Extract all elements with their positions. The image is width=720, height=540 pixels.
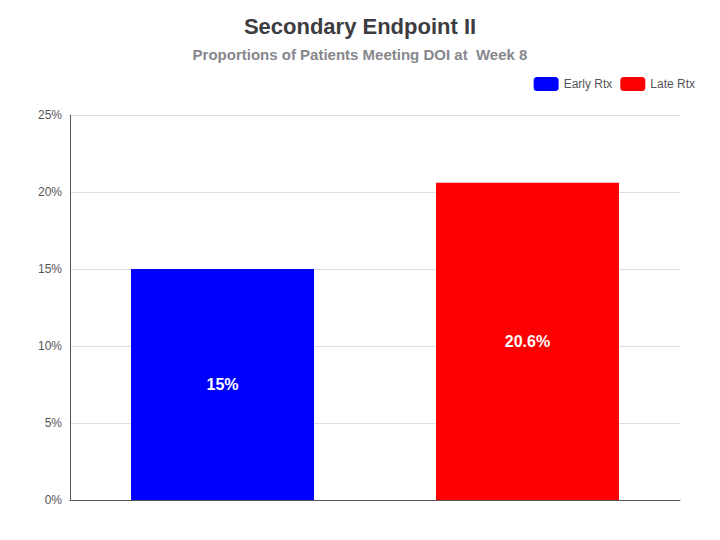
svg-text:Late Rtx: Late Rtx (650, 77, 695, 91)
svg-text:20.6%: 20.6% (505, 333, 550, 350)
svg-text:5%: 5% (45, 416, 63, 430)
svg-text:25%: 25% (38, 108, 62, 122)
svg-text:20%: 20% (38, 185, 62, 199)
svg-text:Proportions of Patients Meetin: Proportions of Patients Meeting DOI at W… (193, 46, 528, 63)
svg-text:Early Rtx: Early Rtx (564, 77, 613, 91)
svg-text:Secondary Endpoint II: Secondary Endpoint II (244, 14, 476, 39)
svg-text:0%: 0% (45, 493, 63, 507)
svg-text:10%: 10% (38, 339, 62, 353)
svg-text:15%: 15% (206, 376, 238, 393)
svg-text:15%: 15% (38, 262, 62, 276)
